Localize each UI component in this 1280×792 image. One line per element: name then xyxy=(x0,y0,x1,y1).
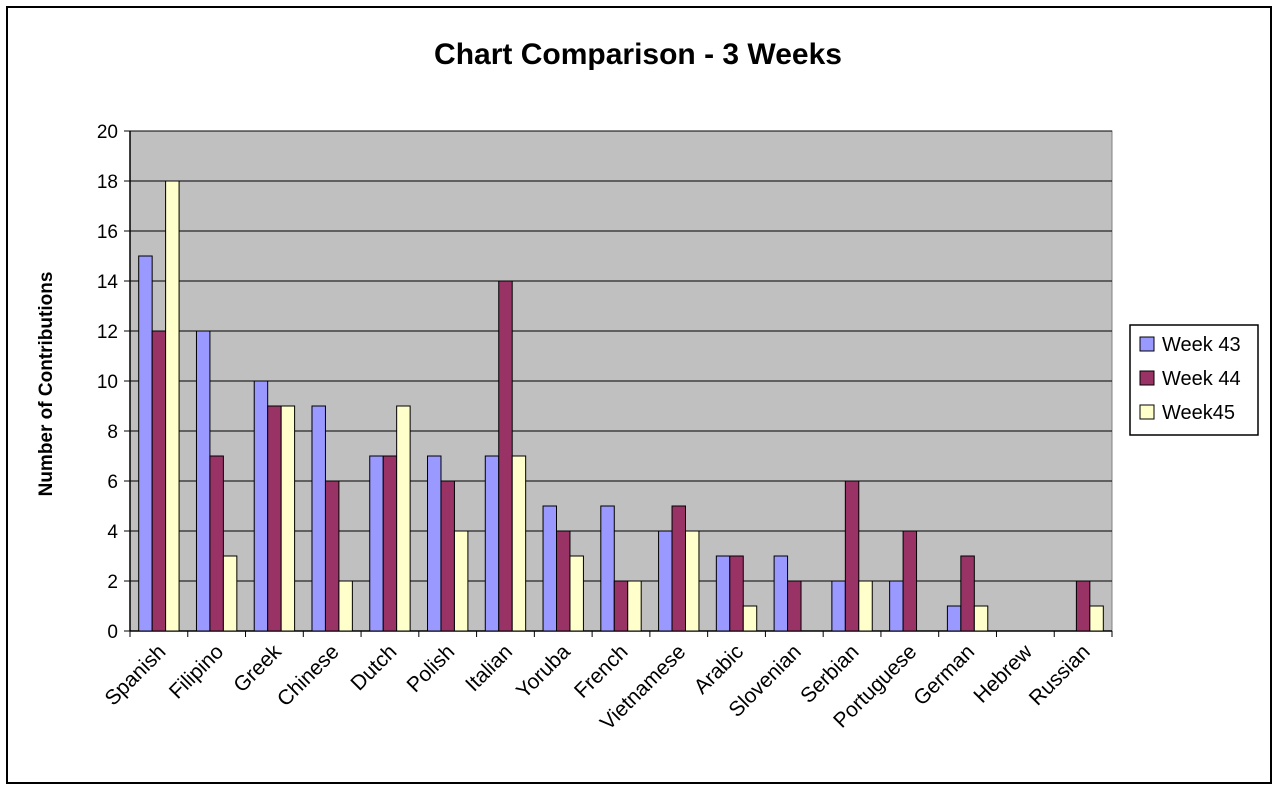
x-tick-label: Filipino xyxy=(165,640,228,703)
x-tick-label: Dutch xyxy=(346,640,401,695)
y-tick-label: 10 xyxy=(97,372,118,393)
bar-arabic-week45 xyxy=(742,605,758,632)
bar-chart: Chart Comparison - 3 Weeks Number of Con… xyxy=(36,38,1259,735)
x-tick-label: German xyxy=(909,640,979,710)
chart-title: Chart Comparison - 3 Weeks xyxy=(434,38,842,71)
bar-spanish-week45 xyxy=(165,180,180,632)
bar-italian-week45 xyxy=(511,455,527,632)
bar-serbian-week-43 xyxy=(831,580,846,632)
x-tick-label: Russian xyxy=(1025,640,1095,710)
legend-swatch xyxy=(1139,404,1155,420)
x-tick-label: Polish xyxy=(403,640,460,697)
bar-polish-week-43 xyxy=(427,455,442,632)
bar-french-week-43 xyxy=(600,505,615,632)
bar-chinese-week-43 xyxy=(311,405,326,632)
y-axis-label: Number of Contributions xyxy=(36,272,57,497)
bar-german-week-44 xyxy=(960,555,975,632)
bar-polish-week-44 xyxy=(440,480,455,632)
bar-german-week45 xyxy=(973,605,989,632)
legend-swatch xyxy=(1139,336,1155,352)
x-tick-label: Greek xyxy=(229,640,286,697)
bar-chinese-week-44 xyxy=(324,480,340,632)
bar-dutch-week-44 xyxy=(382,455,398,632)
bar-filipino-week-43 xyxy=(195,330,211,632)
bar-chinese-week45 xyxy=(338,580,353,632)
y-tick-label: 20 xyxy=(97,122,118,143)
x-tick-label: Spanish xyxy=(100,640,170,710)
bar-portuguese-week-43 xyxy=(889,580,904,632)
y-tick-label: 16 xyxy=(97,222,118,243)
bar-yoruba-week-44 xyxy=(556,530,571,632)
bar-greek-week-44 xyxy=(267,405,282,632)
bar-dutch-week45 xyxy=(396,405,411,632)
legend-label: Week 43 xyxy=(1162,334,1241,356)
y-tick-label: 4 xyxy=(107,522,118,543)
bar-spanish-week-43 xyxy=(138,255,153,632)
y-tick-label: 6 xyxy=(107,472,118,493)
bar-vietnamese-week-43 xyxy=(658,530,673,632)
bar-russian-week45 xyxy=(1089,605,1104,632)
y-tick-label: 0 xyxy=(107,622,118,643)
x-tick-label: Yoruba xyxy=(512,640,575,703)
bar-greek-week45 xyxy=(280,405,296,632)
x-tick-label: Chinese xyxy=(273,640,344,711)
bar-vietnamese-week-44 xyxy=(671,505,686,632)
bar-yoruba-week-43 xyxy=(542,505,558,632)
y-tick-label: 2 xyxy=(107,572,118,593)
bar-french-week45 xyxy=(627,580,642,632)
legend: Week 43 Week 44 Week45 xyxy=(1129,324,1259,436)
bar-spanish-week-44 xyxy=(151,330,167,632)
bar-french-week-44 xyxy=(613,580,629,632)
bar-italian-week-43 xyxy=(484,455,500,632)
legend-swatch xyxy=(1139,370,1155,386)
y-tick-label: 18 xyxy=(97,172,118,193)
bar-slovenian-week-44 xyxy=(787,580,802,632)
bar-slovenian-week-43 xyxy=(773,555,789,632)
chart-frame: Chart Comparison - 3 Weeks Number of Con… xyxy=(6,6,1272,784)
bar-polish-week45 xyxy=(453,530,469,632)
y-tick-label: 8 xyxy=(107,422,118,443)
legend-label: Week 44 xyxy=(1162,368,1241,390)
bar-filipino-week45 xyxy=(222,555,238,632)
bar-german-week-43 xyxy=(946,605,962,632)
bar-arabic-week-44 xyxy=(729,555,744,632)
y-tick-label: 12 xyxy=(97,322,118,343)
bar-portuguese-week-44 xyxy=(902,530,918,632)
bar-italian-week-44 xyxy=(498,280,513,632)
x-tick-label: Italian xyxy=(461,640,517,696)
bar-filipino-week-44 xyxy=(209,455,224,632)
bar-vietnamese-week45 xyxy=(684,530,700,632)
bar-serbian-week45 xyxy=(858,580,873,632)
bar-dutch-week-43 xyxy=(369,455,384,632)
bar-arabic-week-43 xyxy=(715,555,731,632)
bar-serbian-week-44 xyxy=(844,480,860,632)
legend-label: Week45 xyxy=(1162,402,1235,424)
y-tick-label: 14 xyxy=(97,272,119,293)
bar-greek-week-43 xyxy=(253,380,269,632)
bar-yoruba-week45 xyxy=(569,555,584,632)
bar-russian-week-44 xyxy=(1075,580,1091,632)
